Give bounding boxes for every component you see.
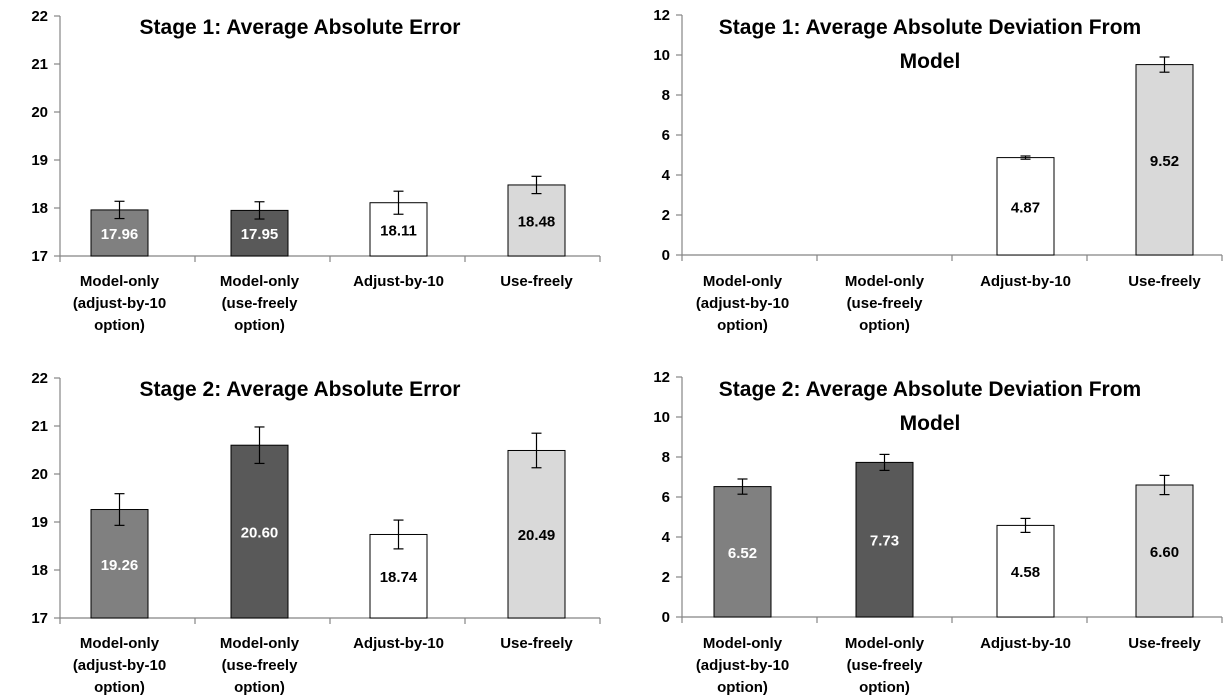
data-label-3: 9.52 — [1150, 153, 1179, 170]
y-tick-label: 19 — [31, 152, 48, 169]
data-label-1: 20.60 — [241, 525, 279, 542]
x-tick-label-0: Model-only — [703, 273, 783, 290]
y-tick-label: 12 — [653, 7, 670, 24]
data-label-3: 20.49 — [518, 527, 556, 544]
y-tick-label: 2 — [662, 207, 670, 224]
x-tick-label-3: Use-freely — [500, 273, 573, 290]
y-tick-label: 10 — [653, 409, 670, 426]
x-tick-label-0: option) — [717, 679, 768, 696]
x-tick-label-2: Adjust-by-10 — [353, 273, 444, 290]
x-tick-label-1: (use-freely — [847, 295, 924, 312]
chart-title-line-1: Model — [900, 50, 961, 73]
x-tick-label-1: option) — [234, 679, 285, 696]
y-tick-label: 17 — [31, 610, 48, 627]
x-tick-label-0: Model-only — [80, 273, 160, 290]
x-tick-label-0: Model-only — [80, 635, 160, 652]
x-tick-label-3: Use-freely — [1128, 273, 1201, 290]
x-tick-label-1: option) — [234, 317, 285, 334]
bar-3 — [507, 449, 566, 619]
y-tick-label: 8 — [662, 449, 670, 466]
data-label-3: 6.60 — [1150, 544, 1179, 561]
bar-3 — [1135, 64, 1194, 256]
x-tick-label-0: option) — [94, 679, 145, 696]
y-tick-label: 4 — [662, 167, 671, 184]
x-tick-label-1: option) — [859, 679, 910, 696]
x-tick-label-1: Model-only — [220, 273, 300, 290]
x-tick-label-1: (use-freely — [847, 657, 924, 674]
x-tick-label-1: (use-freely — [222, 657, 299, 674]
data-label-1: 0.00 — [870, 228, 899, 245]
y-tick-label: 22 — [31, 8, 48, 25]
y-tick-label: 22 — [31, 370, 48, 387]
data-label-2: 4.58 — [1011, 564, 1040, 581]
bar-0 — [90, 509, 149, 619]
data-label-2: 18.74 — [380, 569, 418, 586]
y-tick-label: 10 — [653, 47, 670, 64]
data-label-2: 4.87 — [1011, 199, 1040, 216]
y-tick-label: 12 — [653, 369, 670, 386]
x-tick-label-0: (adjust-by-10 — [73, 657, 166, 674]
y-tick-label: 0 — [662, 247, 670, 264]
data-label-0: 17.96 — [101, 226, 139, 243]
x-tick-label-1: Model-only — [845, 635, 925, 652]
bar-0 — [90, 209, 149, 257]
x-tick-label-3: Use-freely — [500, 635, 573, 652]
chart-title-line-0: Stage 2: Average Absolute Deviation From — [719, 378, 1141, 401]
x-tick-label-0: option) — [717, 317, 768, 334]
x-tick-label-2: Adjust-by-10 — [980, 273, 1071, 290]
x-tick-label-0: (adjust-by-10 — [696, 657, 789, 674]
y-tick-label: 6 — [662, 127, 670, 144]
bar-3 — [1135, 484, 1194, 618]
chart-title-line-0: Stage 1: Average Absolute Error — [140, 16, 461, 39]
y-tick-label: 8 — [662, 87, 670, 104]
x-tick-label-2: Adjust-by-10 — [980, 635, 1071, 652]
bar-2 — [369, 533, 428, 619]
x-tick-label-0: (adjust-by-10 — [696, 295, 789, 312]
data-label-2: 18.11 — [380, 222, 417, 239]
y-tick-label: 18 — [31, 200, 48, 217]
chart-stage1-deviation: Stage 1: Average Absolute Deviation From… — [653, 7, 1223, 334]
x-tick-label-0: option) — [94, 317, 145, 334]
bar-0 — [713, 486, 772, 618]
x-tick-label-1: option) — [859, 317, 910, 334]
chart-title-line-1: Model — [900, 412, 961, 435]
y-tick-label: 2 — [662, 569, 670, 586]
bar-1 — [230, 444, 289, 619]
chart-title-line-0: Stage 2: Average Absolute Error — [140, 378, 461, 401]
x-tick-label-0: Model-only — [703, 635, 783, 652]
y-tick-label: 21 — [31, 418, 48, 435]
data-label-0: 0.00 — [728, 228, 757, 245]
y-tick-label: 20 — [31, 104, 48, 121]
chart-stage2-error: Stage 2: Average Absolute Error 17 18 19 20 2… — [31, 370, 601, 696]
x-tick-label-3: Use-freely — [1128, 635, 1201, 652]
y-tick-label: 20 — [31, 466, 48, 483]
x-tick-label-1: (use-freely — [222, 295, 299, 312]
bar-2 — [996, 524, 1055, 618]
chart-stage1-error: Stage 1: Average Absolute Error 17 18 19 20 2… — [31, 8, 601, 334]
y-tick-label: 19 — [31, 514, 48, 531]
data-label-3: 18.48 — [518, 213, 556, 230]
y-tick-label: 6 — [662, 489, 670, 506]
x-tick-label-0: (adjust-by-10 — [73, 295, 166, 312]
y-tick-label: 17 — [31, 248, 48, 265]
data-label-0: 19.26 — [101, 557, 139, 574]
data-label-0: 6.52 — [728, 545, 757, 562]
x-tick-label-1: Model-only — [845, 273, 925, 290]
y-tick-label: 21 — [31, 56, 48, 73]
y-tick-label: 0 — [662, 609, 670, 626]
y-tick-label: 4 — [662, 529, 671, 546]
chart-title-line-0: Stage 1: Average Absolute Deviation From — [719, 16, 1141, 39]
data-label-1: 7.73 — [870, 533, 899, 550]
data-label-1: 17.95 — [241, 226, 279, 243]
y-tick-label: 18 — [31, 562, 48, 579]
x-tick-label-2: Adjust-by-10 — [353, 635, 444, 652]
chart-stage2-deviation: Stage 2: Average Absolute Deviation From… — [653, 369, 1223, 696]
x-tick-label-1: Model-only — [220, 635, 300, 652]
